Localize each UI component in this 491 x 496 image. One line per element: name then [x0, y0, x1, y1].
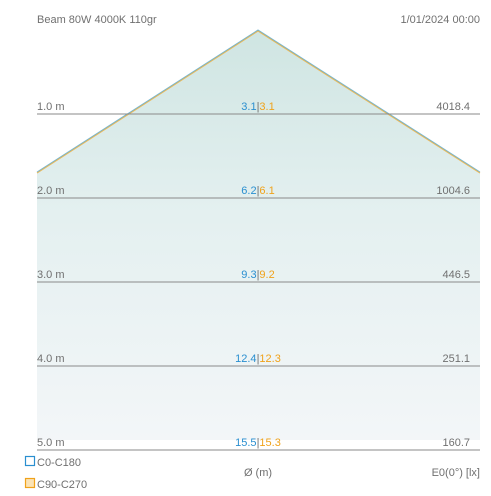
- legend-c0-label: C0-C180: [37, 457, 81, 469]
- distance-row: 4.0 m 12.4|12.3 251.1: [37, 353, 480, 367]
- illuminance-value: 4018.4: [436, 101, 470, 113]
- c90-cone-edge: [36, 30, 481, 174]
- diameter-separator: |: [257, 353, 260, 365]
- distance-label: 5.0 m: [37, 437, 65, 449]
- timestamp: 1/01/2024 00:00: [400, 14, 480, 26]
- diameter-value: 3.1|3.1: [241, 101, 274, 113]
- diameter-separator: |: [257, 101, 260, 113]
- distance-row: 3.0 m 9.3|9.2 446.5: [37, 269, 480, 283]
- legend-c90-label: C90-C270: [37, 479, 87, 491]
- legend-c90-swatch: [24, 477, 36, 489]
- diameter-c90-value: 6.1: [259, 185, 274, 197]
- illuminance-value: 1004.6: [436, 185, 470, 197]
- distance-label: 4.0 m: [37, 353, 65, 365]
- distance-row: 5.0 m 15.5|15.3 160.7: [37, 437, 480, 451]
- diameter-value: 9.3|9.2: [241, 269, 274, 281]
- diameter-value: 15.5|15.3: [235, 437, 281, 449]
- diameter-value: 12.4|12.3: [235, 353, 281, 365]
- illuminance-axis-label: E0(0°) [lx]: [432, 467, 480, 479]
- legend-c0-swatch: [24, 455, 36, 467]
- light-cone: [37, 30, 480, 440]
- diameter-separator: |: [257, 437, 260, 449]
- diameter-c90-value: 3.1: [259, 101, 274, 113]
- diameter-c0-value: 15.5: [235, 437, 256, 449]
- diameter-c0-value: 9.3: [241, 269, 256, 281]
- c0-cone-edge: [36, 29, 481, 173]
- legend: C0-C180 C90-C270: [24, 455, 87, 491]
- diameter-separator: |: [257, 269, 260, 281]
- distance-row: 1.0 m 3.1|3.1 4018.4: [37, 101, 480, 115]
- distance-label: 2.0 m: [37, 185, 65, 197]
- diameter-c90-value: 9.2: [259, 269, 274, 281]
- distance-label: 3.0 m: [37, 269, 65, 281]
- diagram-title: Beam 80W 4000K 110gr: [37, 14, 157, 26]
- distance-label: 1.0 m: [37, 101, 65, 113]
- diameter-c0-value: 3.1: [241, 101, 256, 113]
- diameter-c0-value: 6.2: [241, 185, 256, 197]
- diameter-c90-value: 15.3: [259, 437, 280, 449]
- illuminance-value: 446.5: [442, 269, 470, 281]
- illuminance-value: 160.7: [442, 437, 470, 449]
- diameter-c0-value: 12.4: [235, 353, 256, 365]
- diameter-c90-value: 12.3: [259, 353, 280, 365]
- illuminance-value: 251.1: [442, 353, 470, 365]
- diameter-value: 6.2|6.1: [241, 185, 274, 197]
- distance-row: 2.0 m 6.2|6.1 1004.6: [37, 185, 480, 199]
- diameter-axis-label: Ø (m): [244, 467, 272, 479]
- diameter-separator: |: [257, 185, 260, 197]
